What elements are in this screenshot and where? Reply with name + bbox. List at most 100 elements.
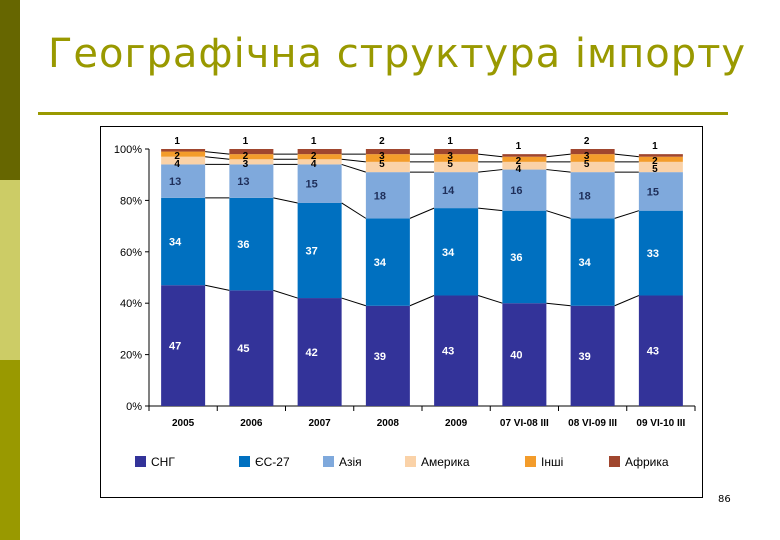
- data-label: 37: [306, 246, 318, 258]
- data-label-small: 1: [447, 136, 453, 147]
- bar-segment: [297, 164, 342, 203]
- data-label-small: 4: [174, 159, 180, 170]
- connector-line: [614, 295, 640, 307]
- legend-label: Азія: [339, 455, 362, 469]
- data-label-small: 2: [174, 151, 180, 162]
- bar-segment: [502, 154, 547, 157]
- data-label-small: 1: [243, 136, 249, 147]
- connector-line: [477, 295, 503, 304]
- bar-segment: [502, 156, 547, 162]
- connector-line: [546, 169, 571, 173]
- data-label: 36: [510, 252, 522, 264]
- connector-line: [205, 151, 230, 155]
- connector-line: [273, 197, 298, 204]
- bar-segment: [570, 149, 615, 155]
- data-label: 33: [647, 248, 659, 260]
- page-number: 86: [718, 494, 731, 505]
- x-category-label: 2007: [309, 418, 332, 429]
- connector-line: [478, 207, 503, 212]
- connector-line: [478, 169, 503, 173]
- data-label-small: 2: [652, 156, 658, 167]
- data-label-small: 3: [447, 151, 453, 162]
- legend-label: СНГ: [151, 455, 175, 469]
- bar-segment: [365, 161, 410, 173]
- connector-line: [614, 153, 639, 158]
- data-label-small: 1: [652, 141, 658, 152]
- x-category-label: 2005: [172, 418, 195, 429]
- x-category-label: 2009: [445, 418, 468, 429]
- bar-segment: [161, 149, 206, 152]
- data-label: 43: [442, 346, 454, 358]
- x-category-label: 2006: [240, 418, 263, 429]
- data-label: 15: [306, 179, 318, 191]
- bar-segment: [229, 159, 274, 165]
- data-label: 13: [169, 176, 181, 188]
- title-underline: [38, 112, 728, 115]
- bar-segment: [434, 295, 479, 406]
- connector-line: [409, 295, 435, 307]
- bar-segment: [297, 159, 342, 165]
- connector-line: [273, 289, 298, 299]
- legend-label: ЄС-27: [255, 455, 290, 469]
- data-label: 34: [442, 247, 455, 259]
- bar-segment: [638, 154, 683, 157]
- y-tick-label: 80%: [120, 195, 142, 207]
- connector-line: [546, 153, 571, 158]
- data-label: 42: [306, 347, 318, 359]
- bar-segment: [638, 156, 683, 162]
- y-tick-label: 60%: [120, 247, 142, 259]
- data-label-small: 5: [379, 159, 385, 170]
- bar-segment: [502, 210, 547, 304]
- data-label-small: 2: [311, 151, 317, 162]
- legend-swatch: [525, 456, 536, 467]
- legend-label: Америка: [421, 455, 470, 469]
- legend-swatch: [135, 456, 146, 467]
- bar-segment: [161, 156, 206, 165]
- slide-title: Географічна структура імпорту: [48, 31, 747, 77]
- legend-swatch: [405, 456, 416, 467]
- data-label-small: 5: [584, 159, 590, 170]
- data-label: 18: [374, 190, 386, 202]
- bar-segment: [161, 285, 206, 406]
- bar-segment: [229, 164, 274, 198]
- bar-segment: [638, 210, 683, 296]
- stacked-bar-chart: 0%20%40%60%80%100%4734134212005453613321…: [114, 136, 696, 469]
- bar-segment: [365, 154, 410, 162]
- data-label-small: 3: [243, 159, 249, 170]
- data-label-small: 3: [584, 151, 590, 162]
- bar-segment: [434, 149, 479, 155]
- bar-segment: [297, 154, 342, 160]
- data-label: 15: [647, 186, 659, 198]
- data-label-small: 5: [652, 164, 658, 175]
- bar-segment: [502, 169, 547, 211]
- data-label: 43: [647, 346, 659, 358]
- bar-segment: [161, 197, 206, 286]
- bar-segment: [434, 208, 479, 296]
- bar-segment: [297, 202, 342, 299]
- bar-segment: [365, 172, 410, 219]
- connector-line: [341, 202, 367, 219]
- data-label: 39: [579, 351, 591, 363]
- data-label: 45: [237, 343, 249, 355]
- data-label: 34: [374, 257, 387, 269]
- accent-bar-middle: [0, 180, 20, 360]
- bar-segment: [570, 154, 615, 162]
- data-label-small: 2: [584, 136, 590, 147]
- data-label-small: 1: [516, 141, 522, 152]
- bar-segment: [570, 161, 615, 173]
- bar-segment: [365, 149, 410, 155]
- data-label: 40: [510, 350, 522, 362]
- connector-line: [614, 210, 640, 219]
- y-tick-label: 40%: [120, 298, 142, 310]
- bar-segment: [570, 305, 615, 406]
- legend-swatch: [239, 456, 250, 467]
- y-tick-label: 20%: [120, 350, 142, 362]
- connector-line: [341, 297, 367, 307]
- bar-segment: [365, 305, 410, 406]
- data-label-small: 4: [516, 164, 522, 175]
- connector-line: [546, 210, 571, 219]
- data-label: 13: [237, 176, 249, 188]
- bar-segment: [161, 151, 206, 157]
- x-category-label: 07 VI-08 III: [500, 418, 549, 429]
- data-label: 36: [237, 239, 249, 251]
